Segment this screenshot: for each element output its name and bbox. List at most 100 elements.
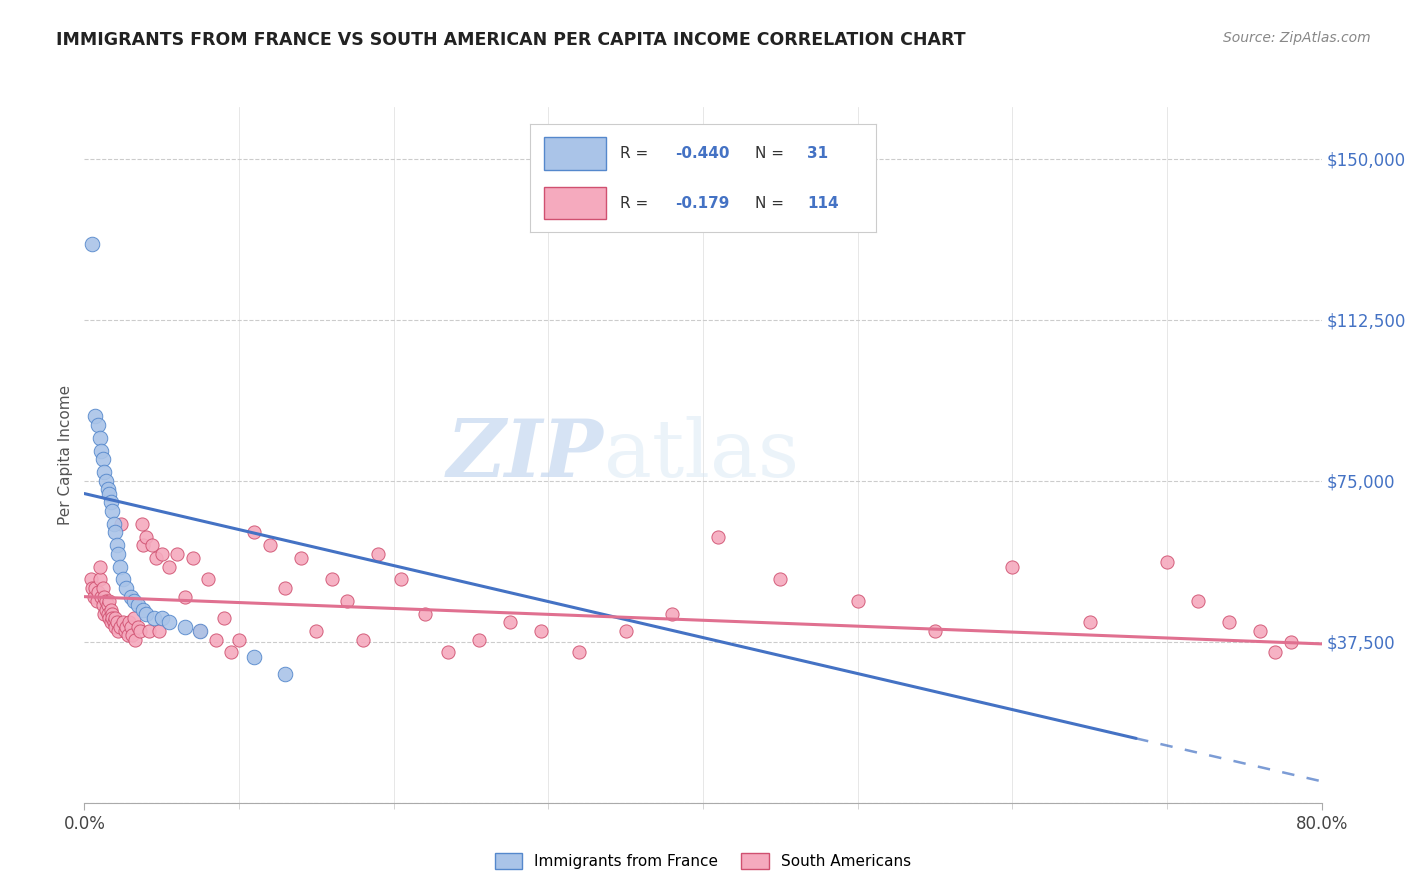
Text: atlas: atlas xyxy=(605,416,799,494)
Point xyxy=(143,611,166,625)
Point xyxy=(105,615,128,630)
Point xyxy=(87,585,110,599)
Point xyxy=(107,547,129,561)
Point xyxy=(82,581,104,595)
Point xyxy=(82,237,104,252)
Point xyxy=(529,624,551,638)
Point xyxy=(86,594,108,608)
Point xyxy=(243,649,266,664)
Point xyxy=(101,607,124,621)
Point xyxy=(228,632,250,647)
Point xyxy=(79,573,101,587)
Y-axis label: Per Capita Income: Per Capita Income xyxy=(58,384,73,525)
Point xyxy=(1279,634,1302,648)
Text: ZIP: ZIP xyxy=(447,417,605,493)
Point xyxy=(290,551,312,566)
Point xyxy=(129,624,152,638)
Point xyxy=(103,516,125,531)
Point xyxy=(83,590,105,604)
Point xyxy=(389,573,413,587)
Point xyxy=(148,624,170,638)
Point xyxy=(96,599,118,613)
Point xyxy=(87,417,110,432)
Point xyxy=(89,573,111,587)
Point xyxy=(661,607,683,621)
Point xyxy=(107,624,129,638)
Point xyxy=(127,599,149,613)
Point xyxy=(127,620,149,634)
Point xyxy=(150,547,173,561)
Text: IMMIGRANTS FROM FRANCE VS SOUTH AMERICAN PER CAPITA INCOME CORRELATION CHART: IMMIGRANTS FROM FRANCE VS SOUTH AMERICAN… xyxy=(56,31,966,49)
Point xyxy=(274,667,297,681)
Point xyxy=(104,525,127,540)
Point xyxy=(181,551,204,566)
Point xyxy=(336,594,359,608)
Point xyxy=(118,615,141,630)
Point xyxy=(135,529,157,543)
Point xyxy=(112,615,135,630)
Point xyxy=(122,594,145,608)
Point xyxy=(104,611,127,625)
Point xyxy=(321,573,343,587)
Point xyxy=(94,594,117,608)
Point xyxy=(91,599,114,613)
Point xyxy=(96,607,118,621)
Point xyxy=(114,624,136,638)
Point xyxy=(188,624,211,638)
Point xyxy=(212,611,235,625)
Point xyxy=(122,611,145,625)
Point xyxy=(1218,615,1240,630)
Point xyxy=(120,620,142,634)
Point xyxy=(91,452,114,467)
Point xyxy=(145,551,167,566)
Point xyxy=(924,624,946,638)
Point xyxy=(108,559,131,574)
Point xyxy=(159,559,180,574)
Point xyxy=(84,581,107,595)
Point xyxy=(135,607,157,621)
Point xyxy=(131,516,153,531)
Point xyxy=(108,620,131,634)
Point xyxy=(105,538,128,552)
Point xyxy=(104,620,127,634)
Point xyxy=(112,573,135,587)
Point xyxy=(93,607,115,621)
Point xyxy=(110,516,132,531)
Point xyxy=(150,611,173,625)
Point xyxy=(413,607,436,621)
Point xyxy=(197,573,219,587)
Point xyxy=(174,590,197,604)
Point xyxy=(100,495,122,509)
Point xyxy=(94,474,117,488)
Point xyxy=(1078,615,1101,630)
Point xyxy=(846,594,869,608)
Point xyxy=(166,547,188,561)
Point xyxy=(124,632,146,647)
Point xyxy=(159,615,180,630)
Point xyxy=(352,632,374,647)
Point xyxy=(769,573,792,587)
Point xyxy=(568,645,591,659)
Point xyxy=(98,594,121,608)
Point xyxy=(707,529,730,543)
Point xyxy=(436,645,458,659)
Point xyxy=(115,620,138,634)
Point xyxy=(205,632,228,647)
Point xyxy=(132,538,155,552)
Point xyxy=(274,581,297,595)
Point xyxy=(259,538,281,552)
Point xyxy=(188,624,211,638)
Legend: Immigrants from France, South Americans: Immigrants from France, South Americans xyxy=(489,847,917,875)
Point xyxy=(101,504,124,518)
Point xyxy=(499,615,522,630)
Point xyxy=(367,547,389,561)
Point xyxy=(120,590,142,604)
Point xyxy=(115,581,138,595)
Point xyxy=(1156,555,1178,569)
Point xyxy=(93,590,115,604)
Point xyxy=(174,620,197,634)
Point xyxy=(89,431,111,445)
Point xyxy=(98,486,121,500)
Point xyxy=(132,602,155,616)
Point xyxy=(141,538,163,552)
